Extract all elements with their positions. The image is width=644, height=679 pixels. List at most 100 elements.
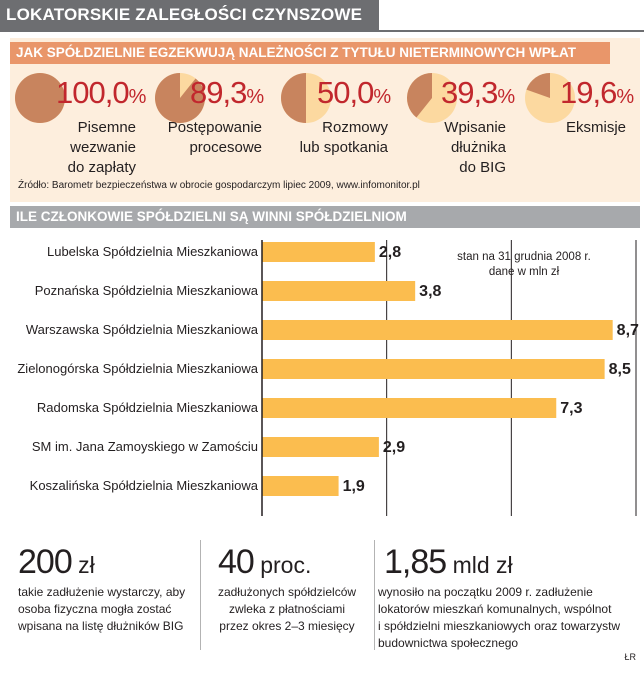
stat-1-line-3: wpisana na listę dłużników BIG [18,619,184,633]
category-label-5: Radomska Spółdzielnia Mieszkaniowa [36,400,258,415]
stat-1-description: takie zadłużenie wystarczy, aby osoba fiz… [18,584,198,635]
author-credit: ŁR [624,652,636,662]
section1-title: JAK SPÓŁDZIELNIE EGZEKWUJĄ NALEŻNOŚCI Z … [16,45,576,60]
pie-1-label-line-2: wezwanie [70,139,136,156]
chart-title: ILE CZŁONKOWIE SPÓŁDZIELNI SĄ WINNI SPÓŁ… [16,209,407,224]
pie-3-value: 50,0% [317,76,391,114]
pie-3-unit: % [373,86,392,108]
stat-2-line-1: zadłużonych spółdzielców [217,585,357,599]
pie-5-unit: % [616,86,635,108]
value-label-6: 2,9 [382,439,406,456]
pie-3-number: 50,0 [317,75,374,110]
pie-1-label: Pisemne wezwanie do zapłaty [0,118,136,178]
pie-2-slice [155,73,205,123]
pie-2-value: 89,3% [190,76,264,114]
pie-2-number: 89,3 [190,75,247,110]
stat-2-line-3: przez okres 2–3 miesięcy [219,619,355,633]
stat-3-value: 1,85 [384,543,447,581]
pie-1-number: 100,0 [56,75,130,110]
stat-1-value: 200 [18,543,73,581]
pie-4-unit: % [497,86,516,108]
pie-5-label: Eksmisje [486,118,626,138]
stat-2-line-2: zwleka z płatnościami [228,602,346,616]
pie-5-label-line-1: Eksmisje [565,119,626,136]
page-title: LOKATORSKIE ZALEGŁOŚCI CZYNSZOWE [6,5,363,24]
stat-1-line-1: takie zadłużenie wystarczy, aby [18,585,186,599]
stat-3-line-4: budownictwa społecznego [378,636,519,650]
title-rule [0,30,644,32]
bar-1 [262,242,375,262]
value-label-2: 3,8 [419,283,442,300]
bar-7 [262,476,339,496]
pie-5-number: 19,6 [560,75,617,110]
bar-5 [262,398,557,418]
section2-header: ILE CZŁONKOWIE SPÓŁDZIELNI SĄ WINNI SPÓŁ… [10,206,640,228]
pie-4-number: 39,3 [441,75,498,110]
category-label-6: SM im. Jana Zamoyskiego w Zamościu [31,439,258,454]
pie-3-label: Rozmowy lub spotkania [248,118,388,158]
pies-panel [10,38,640,202]
pie-2-label-line-1: Postępowanie [167,119,262,136]
pie-1-slice [15,73,65,123]
bar-6 [262,437,379,457]
pie-2-label-line-2: procesowe [189,139,262,156]
category-label-3: Warszawska Spółdzielnia Mieszkaniowa [25,322,258,337]
stat-3-line-1: wynosiło na początku 2009 r. zadłużenie [378,585,593,599]
pie-1-label-line-1: Pisemne [77,119,136,136]
pie-2-unit: % [246,86,265,108]
stat-3-line-2: lokatorów mieszkań komunalnych, wspólnot [378,602,612,616]
stat-3-number: 1,85 mld zł [384,543,513,584]
stat-2-number: 40 proc. [218,543,311,584]
stat-2-unit: proc. [253,552,312,578]
pie-3 [281,73,331,123]
pie-3-slice [281,73,306,123]
stats-separator-1 [200,540,201,650]
pie-3-label-line-2: lub spotkania [299,139,388,156]
bar-chart [261,240,637,516]
pie-4-label: Wpisanie dłużnika do BIG [366,118,506,178]
stat-2-value: 40 [218,543,255,581]
pie-1-unit: % [128,86,147,108]
category-label-7: Koszalińska Spółdzielnia Mieszkaniowa [29,478,258,493]
pie-3-label-line-1: Rozmowy [322,119,388,136]
chart-note-line-2: dane w mln zł [488,266,560,278]
section1-header: JAK SPÓŁDZIELNIE EGZEKWUJĄ NALEŻNOŚCI Z … [10,42,610,64]
title-banner: LOKATORSKIE ZALEGŁOŚCI CZYNSZOWE [0,0,379,30]
stat-1-line-2: osoba fizyczna mogła zostać [18,602,172,616]
bar-4 [262,359,605,379]
bar-3 [262,320,613,340]
chart-note: stan na 31 grudnia 2008 r. dane w mln zł [440,250,608,280]
value-label-4: 8,5 [608,361,631,378]
stat-2-description: zadłużonych spółdzielców zwleka z płatnoś… [212,584,362,635]
pie-1 [15,73,65,123]
stat-1-number: 200 zł [18,543,95,584]
pie-4-label-line-3: do BIG [459,159,506,176]
pie-1-label-line-3: do zapłaty [67,159,136,176]
category-label-1: Lubelska Spółdzielnia Mieszkaniowa [46,244,258,259]
pie-5 [525,73,575,123]
stat-1-unit: zł [71,552,95,578]
value-label-3: 8,7 [616,322,639,339]
pie-5-slice [526,73,550,98]
stat-3-description: wynosiło na początku 2009 r. zadłużenie l… [378,584,638,652]
stats-separator-2 [374,540,375,650]
category-label-4: Zielonogórska Spółdzielnia Mieszkaniowa [17,361,258,376]
pie-2-label: Postępowanie procesowe [122,118,262,158]
pie-1-value: 100,0% [56,76,146,114]
stat-3-unit: mld zł [446,552,513,578]
pie-4-value: 39,3% [441,76,515,114]
bar-2 [262,281,416,301]
pie-5-value: 19,6% [560,76,634,114]
value-label-5: 7,3 [560,400,583,417]
pie-4-slice [407,73,432,118]
category-label-2: Poznańska Spółdzielnia Mieszkaniowa [34,283,258,298]
value-label-1: 2,8 [378,244,402,261]
stat-3-line-3: i spółdzielni mieszkaniowych oraz towarz… [378,619,621,633]
pie-4-label-line-1: Wpisanie [444,119,506,136]
pie-2 [155,73,205,123]
source-note: Źródło: Barometr bezpieczeństwa w obroci… [18,180,420,191]
value-label-7: 1,9 [342,478,365,495]
pie-4 [407,73,457,123]
pie-4-label-line-2: dłużnika [450,139,506,156]
chart-note-line-1: stan na 31 grudnia 2008 r. [457,251,591,263]
